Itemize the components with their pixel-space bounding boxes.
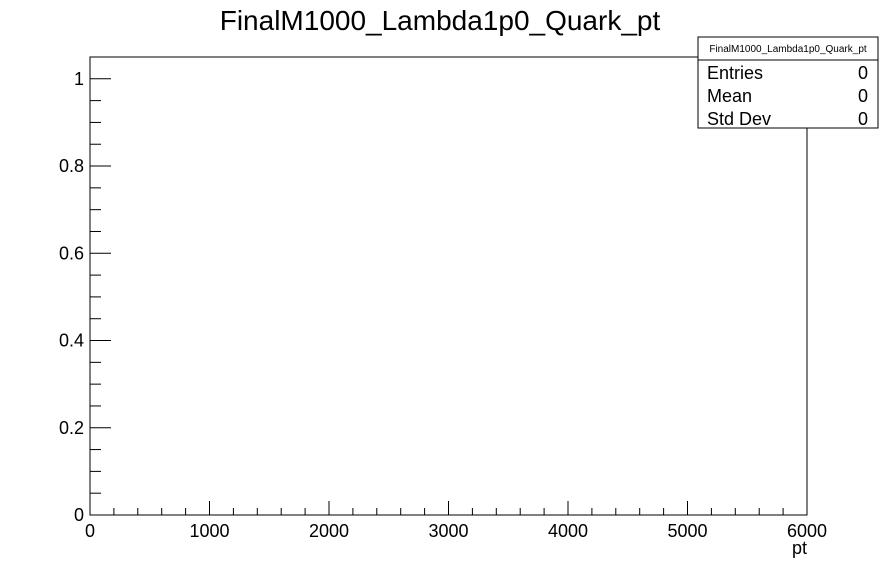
stats-box: FinalM1000_Lambda1p0_Quark_pt Entries 0 …	[697, 36, 879, 129]
stats-box-frame	[697, 36, 879, 129]
stats-mean-label: Mean	[707, 86, 752, 106]
y-tick-label: 1	[74, 69, 84, 89]
y-tick-label: 0.8	[59, 156, 84, 176]
chart-title: FinalM1000_Lambda1p0_Quark_pt	[220, 5, 661, 36]
y-tick-label: 0.6	[59, 243, 84, 263]
x-tick-label: 2000	[309, 521, 349, 541]
y-axis: 0 0.2 0.4 0.6 0.8 1	[59, 56, 111, 525]
stats-box-name: FinalM1000_Lambda1p0_Quark_pt	[709, 44, 867, 55]
x-tick-label: 4000	[548, 521, 588, 541]
y-tick-label: 0.2	[59, 418, 84, 438]
x-axis: 0 1000 2000 3000 4000 5000 6000	[85, 501, 827, 541]
stats-entries-label: Entries	[707, 63, 763, 83]
x-tick-label: 6000	[787, 521, 827, 541]
x-tick-label: 3000	[428, 521, 468, 541]
stats-stddev-value: 0	[858, 109, 868, 129]
y-tick-label: 0.4	[59, 331, 84, 351]
stats-entries-value: 0	[858, 63, 868, 83]
y-tick-label: 0	[74, 505, 84, 525]
stats-mean-value: 0	[858, 86, 868, 106]
x-tick-label: 0	[85, 521, 95, 541]
x-tick-label: 1000	[189, 521, 229, 541]
stats-stddev-label: Std Dev	[707, 109, 771, 129]
x-axis-title: pt	[792, 538, 807, 558]
x-tick-label: 5000	[667, 521, 707, 541]
